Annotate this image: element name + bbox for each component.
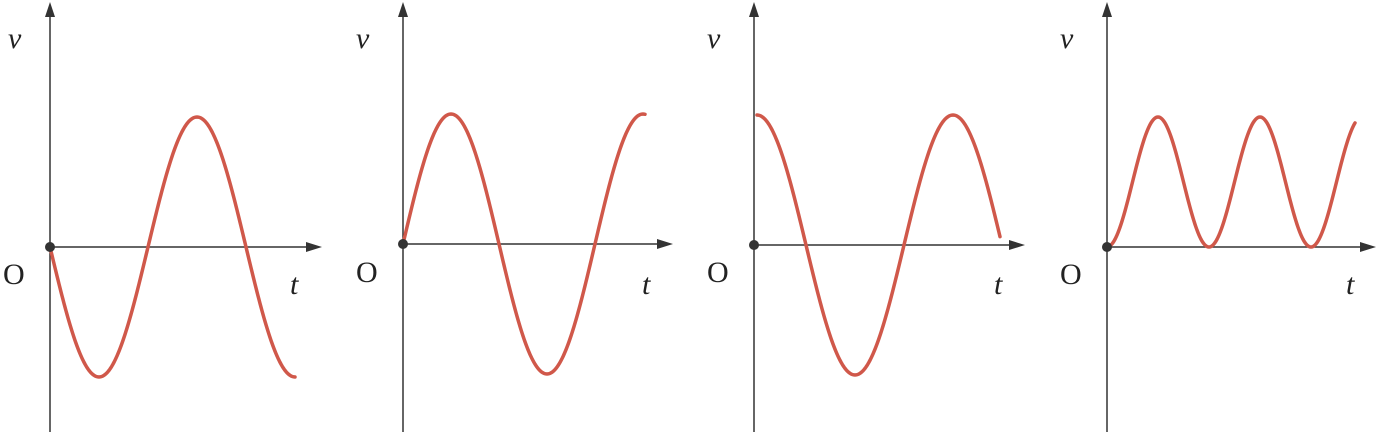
velocity-time-graph: v O t <box>356 2 673 432</box>
velocity-curve <box>401 112 647 376</box>
x-axis-arrow <box>1009 240 1025 250</box>
y-axis-label: v <box>707 22 721 55</box>
velocity-time-graph: v O t <box>707 2 1025 432</box>
origin-label: O <box>356 256 378 289</box>
x-axis-arrow <box>306 242 322 252</box>
velocity-curve <box>1105 115 1357 249</box>
y-axis-label: v <box>1060 22 1074 55</box>
x-axis-label: t <box>1346 268 1355 301</box>
origin-dot <box>1102 242 1112 252</box>
y-axis-label: v <box>356 22 370 55</box>
x-axis-label: t <box>290 268 299 301</box>
origin-label: O <box>707 256 729 289</box>
velocity-time-graph: v O t <box>1060 2 1376 432</box>
origin-dot <box>398 239 408 249</box>
origin-dot <box>45 242 55 252</box>
x-axis-label: t <box>642 268 651 301</box>
y-axis-arrow <box>749 2 759 17</box>
y-axis-arrow <box>45 2 55 17</box>
y-axis-arrow <box>398 2 408 17</box>
velocity-curve <box>48 115 297 379</box>
x-axis-arrow <box>657 239 673 249</box>
velocity-time-graph: v O t <box>3 2 322 432</box>
y-axis-arrow <box>1102 2 1112 17</box>
velocity-curve <box>755 113 1002 377</box>
x-axis-label: t <box>994 268 1003 301</box>
origin-dot <box>749 240 759 250</box>
y-axis-label: v <box>8 22 22 55</box>
origin-label: O <box>1060 258 1082 291</box>
x-axis-arrow <box>1360 242 1376 252</box>
origin-label: O <box>3 258 25 291</box>
